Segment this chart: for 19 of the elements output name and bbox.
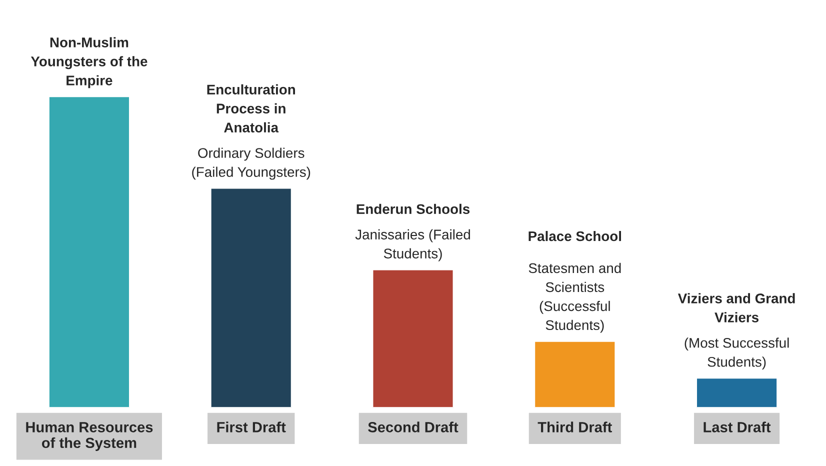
- annotation: Ordinary Soldiers (Failed Youngsters): [192, 148, 310, 180]
- x-tick-label: Third Draft: [538, 422, 612, 432]
- x-tick-label: First Draft: [217, 422, 286, 432]
- annotation: Viziers and Grand Viziers: [678, 293, 795, 322]
- bar: [534, 340, 616, 408]
- annotation: (Most Successful Students): [684, 338, 789, 370]
- annotation: Non-Muslim Youngsters of the Empire: [30, 37, 148, 88]
- annotation: Janissaries (Failed Students): [355, 229, 470, 262]
- annotation: Statesmen and Scientists (Successful Students): [528, 262, 621, 333]
- annotation: Enculturation Process in Anatolia: [207, 84, 295, 132]
- annotation: Enderun Schools: [356, 204, 470, 214]
- bar: [372, 268, 454, 408]
- annotation: Palace School: [528, 230, 622, 242]
- x-tick-label: Last Draft: [704, 422, 771, 432]
- bar: [696, 377, 778, 408]
- bar: [48, 96, 130, 408]
- x-tick-label: Human Resources of the System: [26, 422, 153, 451]
- x-tick-label: Second Draft: [368, 422, 458, 432]
- bar: [210, 187, 292, 408]
